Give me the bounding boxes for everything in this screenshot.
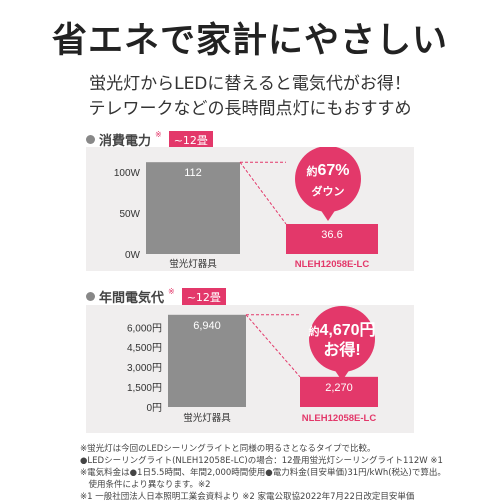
y-tick-label: 50W (119, 209, 140, 220)
cost-section-header: 年間電気代 ※ ~12畳 (86, 287, 226, 306)
connector-line (245, 314, 301, 378)
y-tick-label: 4,500円 (127, 343, 162, 354)
y-tick-label: 1,500円 (127, 383, 162, 394)
category-label: NLEH12058E-LC (302, 413, 377, 424)
cost-section-note-mark: ※ (168, 287, 175, 296)
bar-value-label: 112 (184, 167, 202, 179)
callout-text-part: 約 (306, 164, 317, 178)
footnote-line: ※蛍光灯は今回のLEDシーリングライトと同様の明るさとなるタイプで比較。 (80, 444, 376, 454)
power-section-header: 消費電力 ※ ~12畳 (86, 130, 213, 149)
subheadline-1: 蛍光灯からLEDに替えると電気代がお得！ (89, 74, 411, 94)
callout-text-part: 67% (317, 162, 349, 179)
bar (300, 376, 378, 407)
bar-value-label: 36.6 (321, 229, 342, 241)
power-room-size-badge: ~12畳 (168, 130, 213, 149)
callout-bubble (295, 147, 361, 212)
connector-line (239, 161, 287, 225)
callout-text: 約67% (306, 162, 349, 179)
callout-text: ダウン (312, 184, 345, 198)
callout-text-part: 4,670円 (319, 321, 375, 339)
bullet-icon (86, 292, 95, 301)
category-label: NLEH12058E-LC (295, 259, 370, 270)
bar (168, 314, 246, 407)
bar-value-label: 6,940 (193, 320, 221, 332)
category-label: 蛍光灯器具 (169, 258, 217, 270)
bar (146, 162, 240, 254)
callout-pointer (334, 369, 350, 381)
y-tick-label: 3,000円 (127, 363, 162, 374)
footnote-line: 使用条件により異なります。※2 (80, 480, 211, 490)
subheadline-2: テレワークなどの長時間点灯にもおすすめ (88, 99, 412, 119)
callout-pointer (320, 209, 336, 221)
y-tick-label: 0円 (146, 403, 162, 414)
cost-chart: 0円 1,500円 3,000円 4,500円 6,000円 6,940 蛍光灯器具 2,27… (127, 306, 378, 424)
y-tick-label: 6,000円 (127, 323, 162, 334)
y-tick-label: 100W (114, 168, 141, 179)
callout-text-part: ダウン (312, 184, 345, 198)
cost-section-title: 年間電気代 (99, 291, 165, 306)
footnote-line: ※1 一般社団法人日本照明工業会資料より ※2 家電公取協2022年7月22日改… (80, 492, 415, 502)
callout-text-part: お得! (323, 340, 360, 359)
bar (286, 224, 378, 254)
callout-text: 約4,670円 (308, 321, 375, 339)
power-chart: 0W 50W 100W 112 蛍光灯器具 36.6 NLEH12058E-LC 約67% ダウ… (114, 147, 378, 270)
footnote-line: ●LEDシーリングライト(NLEH12058E-LC)の場合：12畳用蛍光灯シー… (80, 456, 443, 466)
callout-bubble (309, 306, 375, 372)
footnotes: ※蛍光灯は今回のLEDシーリングライトと同様の明るさとなるタイプで比較。 ●LE… (80, 443, 500, 503)
bullet-icon (86, 135, 95, 144)
power-section-note-mark: ※ (155, 130, 162, 139)
callout-text-part: 約 (308, 324, 319, 338)
bar-value-label: 2,270 (325, 382, 353, 394)
cost-room-size-badge: ~12畳 (181, 287, 226, 306)
category-label: 蛍光灯器具 (183, 412, 231, 424)
headline: 省エネで家計にやさしい (51, 21, 448, 61)
y-tick-label: 0W (125, 250, 141, 261)
footnote-line: ※電気料金は●1日5.5時間、年間2,000時間使用●電力料金(目安単価)31円… (80, 468, 446, 478)
callout-text: お得! (323, 340, 360, 359)
power-section-title: 消費電力 (99, 134, 152, 149)
